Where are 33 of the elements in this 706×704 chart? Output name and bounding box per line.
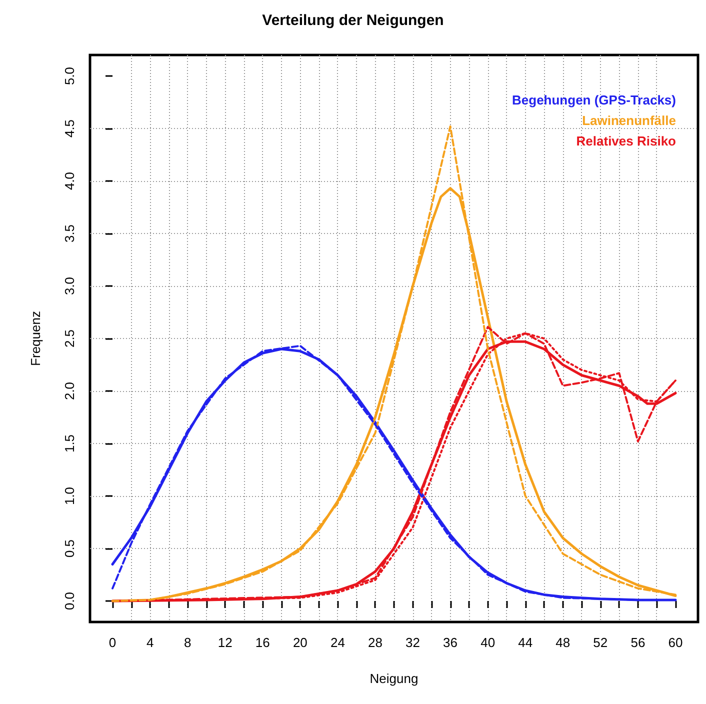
x-tick-label: 32 [406, 635, 420, 650]
text: Relatives Risiko [576, 134, 676, 148]
x-tick-label: 20 [292, 635, 308, 650]
x-tick-label: 0 [108, 635, 116, 650]
x-tick-label: 52 [593, 635, 608, 650]
x-tick-label: 4 [146, 635, 154, 650]
y-tick-label: 1.5 [62, 434, 77, 453]
y-tick-label: 3.5 [62, 224, 77, 243]
y-tick-label: 0.5 [62, 539, 77, 558]
x-tick-label: 40 [480, 635, 496, 650]
y-tick-label: 4.0 [62, 172, 77, 190]
x-tick-label: 44 [518, 635, 533, 650]
y-tick-label: 2.0 [62, 382, 77, 400]
y-tick-label: 5.0 [62, 66, 77, 86]
x-tick-label: 28 [368, 635, 382, 650]
text: Lawinenunfälle [582, 113, 676, 128]
y-tick-label: 4.5 [62, 119, 77, 138]
x-tick-label: 56 [630, 635, 646, 650]
x-tick-label: 16 [255, 635, 270, 650]
x-tick-label: 36 [443, 635, 458, 650]
x-tick-label: 24 [330, 635, 345, 650]
y-axis-title: Frequenz [28, 311, 43, 366]
y-tick-label: 0.0 [62, 592, 77, 610]
x-tick-label: 12 [218, 635, 232, 650]
x-tick-label: 8 [184, 635, 192, 650]
y-tick-label: 2.5 [62, 329, 77, 348]
chart-title: Verteilung der Neigungen [262, 12, 444, 29]
x-tick-label: 60 [668, 635, 683, 650]
x-axis-title: Neigung [370, 671, 418, 686]
y-tick-label: 1.0 [62, 486, 77, 506]
x-tick-label: 48 [556, 635, 570, 650]
text: Begehungen (GPS-Tracks) [512, 92, 676, 108]
y-tick-label: 3.0 [62, 276, 77, 296]
